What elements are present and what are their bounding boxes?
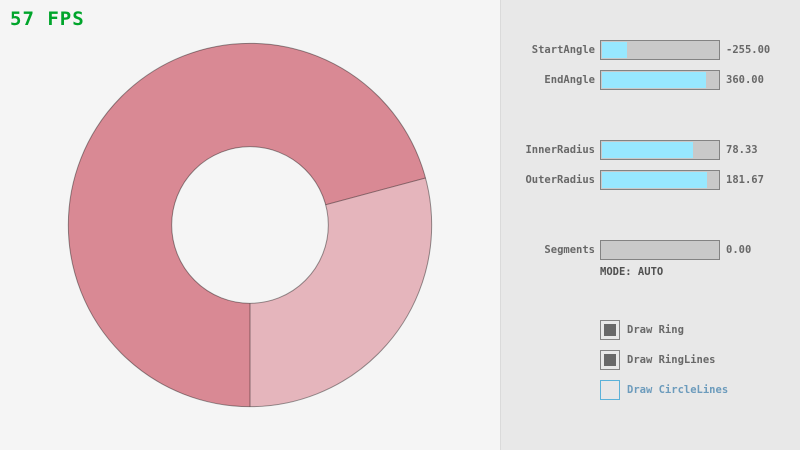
- checkbox-row: Draw Ring: [0, 320, 800, 340]
- draw-circlelines-checkbox[interactable]: [600, 380, 620, 400]
- ring-inner-line: [171, 146, 329, 304]
- inner-radius-label: InnerRadius: [525, 144, 595, 156]
- start-angle-value: -255.00: [726, 44, 771, 56]
- outer-radius-slider[interactable]: [600, 170, 720, 190]
- slider-row: InnerRadius 78.33: [0, 140, 800, 160]
- start-angle-slider[interactable]: [600, 40, 720, 60]
- segments-label: Segments: [544, 244, 595, 256]
- end-angle-value: 360.00: [726, 74, 764, 86]
- slider-fill: [602, 142, 693, 158]
- checkmark-icon: [604, 324, 616, 336]
- checkbox-row: Draw CircleLines: [0, 380, 800, 400]
- segments-slider[interactable]: [600, 240, 720, 260]
- end-angle-slider[interactable]: [600, 70, 720, 90]
- checkmark-icon: [604, 354, 616, 366]
- end-angle-label: EndAngle: [544, 74, 595, 86]
- ring-sector-overlap: [68, 43, 426, 407]
- slider-row: OuterRadius 181.67: [0, 170, 800, 190]
- mode-label: MODE: AUTO: [600, 266, 664, 278]
- ring-radial-line: [325, 177, 426, 206]
- start-angle-label: StartAngle: [531, 44, 595, 56]
- draw-ring-checkbox[interactable]: [600, 320, 620, 340]
- slider-fill: [602, 72, 707, 88]
- fps-counter: 57 FPS: [10, 8, 85, 30]
- inner-radius-slider[interactable]: [600, 140, 720, 160]
- ring-sector-single: [250, 177, 432, 407]
- inner-radius-value: 78.33: [726, 144, 758, 156]
- slider-fill: [602, 172, 708, 188]
- draw-ringlines-label: Draw RingLines: [627, 354, 716, 366]
- slider-row: StartAngle -255.00: [0, 40, 800, 60]
- draw-ringlines-checkbox[interactable]: [600, 350, 620, 370]
- slider-fill: [602, 42, 628, 58]
- outer-radius-value: 181.67: [726, 174, 764, 186]
- draw-ring-label: Draw Ring: [627, 324, 684, 336]
- outer-radius-label: OuterRadius: [525, 174, 595, 186]
- segments-value: 0.00: [726, 244, 752, 256]
- ring-outer-line: [67, 42, 433, 408]
- checkbox-row: Draw RingLines: [0, 350, 800, 370]
- draw-circlelines-label: Draw CircleLines: [627, 384, 729, 396]
- slider-row: Segments 0.00: [0, 240, 800, 260]
- slider-row: EndAngle 360.00: [0, 70, 800, 90]
